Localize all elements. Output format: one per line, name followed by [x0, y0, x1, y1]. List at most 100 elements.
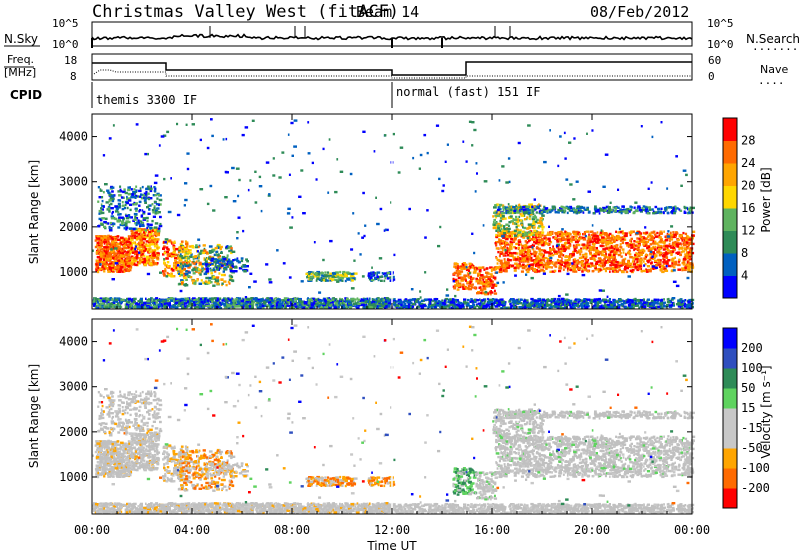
power-cell [385, 301, 387, 304]
power-cell [102, 299, 106, 303]
power-cell [580, 302, 583, 305]
power-cell [169, 297, 174, 300]
power-cell [125, 217, 130, 220]
power-cell [137, 232, 141, 236]
power-cell [412, 302, 416, 306]
power-cell [113, 297, 117, 300]
power-cell [470, 298, 473, 301]
power-cell [455, 300, 458, 303]
power-cell [383, 297, 387, 300]
power-cell [546, 303, 550, 307]
power-cell [612, 257, 616, 260]
power-cell [284, 305, 287, 308]
power-cell [473, 306, 477, 309]
power-cell [275, 304, 279, 307]
power-cell [369, 300, 371, 304]
power-cell [620, 246, 623, 249]
power-cell [156, 231, 159, 235]
power-cell [151, 208, 155, 212]
power-cell [192, 301, 196, 304]
power-cell [146, 247, 149, 251]
power-cell [538, 297, 541, 301]
power-cell [574, 298, 577, 301]
power-cell [172, 245, 176, 248]
power-cell [96, 244, 99, 247]
freq-label-1: Freq. [7, 53, 34, 66]
power-cell [182, 306, 186, 309]
power-cell [189, 276, 193, 279]
power-cell [112, 222, 116, 226]
power-cell [427, 306, 430, 309]
power-cell [485, 280, 488, 284]
power-cell [124, 299, 127, 302]
power-cell [136, 260, 139, 264]
power-cell [563, 303, 566, 307]
power-cell [187, 266, 191, 269]
power-cell [114, 244, 117, 247]
power-cell [103, 236, 107, 239]
power-cell [112, 197, 115, 201]
power-cell [559, 306, 564, 310]
power-cell [103, 242, 106, 245]
power-cell [471, 301, 475, 304]
power-cell [569, 303, 572, 307]
power-cell [134, 243, 138, 246]
power-cell [116, 235, 120, 238]
power-cell [546, 251, 551, 254]
power-cell [207, 281, 211, 284]
power-cell [642, 298, 645, 301]
power-cell [550, 250, 552, 253]
power-cell [148, 197, 153, 200]
power-cell [377, 278, 380, 281]
power-cell [204, 298, 207, 301]
power-cell [604, 298, 607, 302]
power-cell [334, 302, 338, 305]
power-cell [650, 231, 655, 234]
power-cell [385, 304, 388, 308]
power-cell [395, 304, 400, 307]
power-cell [624, 306, 627, 309]
power-cell [199, 305, 202, 308]
power-cell [482, 304, 487, 308]
power-cell [145, 255, 150, 258]
power-cell [235, 265, 238, 268]
power-cell [507, 264, 511, 267]
power-cell [188, 263, 192, 266]
power-cell [310, 306, 313, 310]
power-cell [460, 267, 464, 271]
power-cell [150, 185, 152, 188]
power-cell [583, 304, 586, 307]
nsearch-tick-high: 10^5 [707, 17, 734, 30]
power-cell [111, 190, 114, 193]
power-cell [453, 285, 457, 288]
power-cell [619, 251, 622, 255]
power-cell [491, 286, 493, 289]
power-cell [118, 259, 122, 262]
power-cell [493, 292, 498, 295]
power-cell [585, 248, 588, 251]
power-cell [548, 252, 551, 255]
power-cell [243, 270, 247, 273]
power-cell [104, 251, 107, 254]
power-cell [477, 272, 481, 275]
power-cell [240, 265, 243, 268]
power-cell [226, 303, 228, 306]
power-cell [154, 193, 158, 197]
power-cell [129, 208, 132, 212]
power-cell [631, 306, 634, 309]
power-cell [188, 259, 191, 263]
power-cell [671, 257, 675, 260]
power-cell [131, 259, 135, 263]
power-cell [123, 217, 125, 220]
power-cell [207, 276, 212, 280]
power-cell [371, 299, 374, 302]
power-cell [146, 219, 149, 223]
power-cell [686, 243, 689, 246]
power-cell [514, 302, 517, 305]
power-cell [111, 264, 115, 267]
power-cell [300, 305, 303, 309]
power-cell [111, 186, 115, 189]
power-cell [457, 267, 459, 270]
power-cell [123, 270, 126, 273]
power-cell [118, 247, 123, 251]
